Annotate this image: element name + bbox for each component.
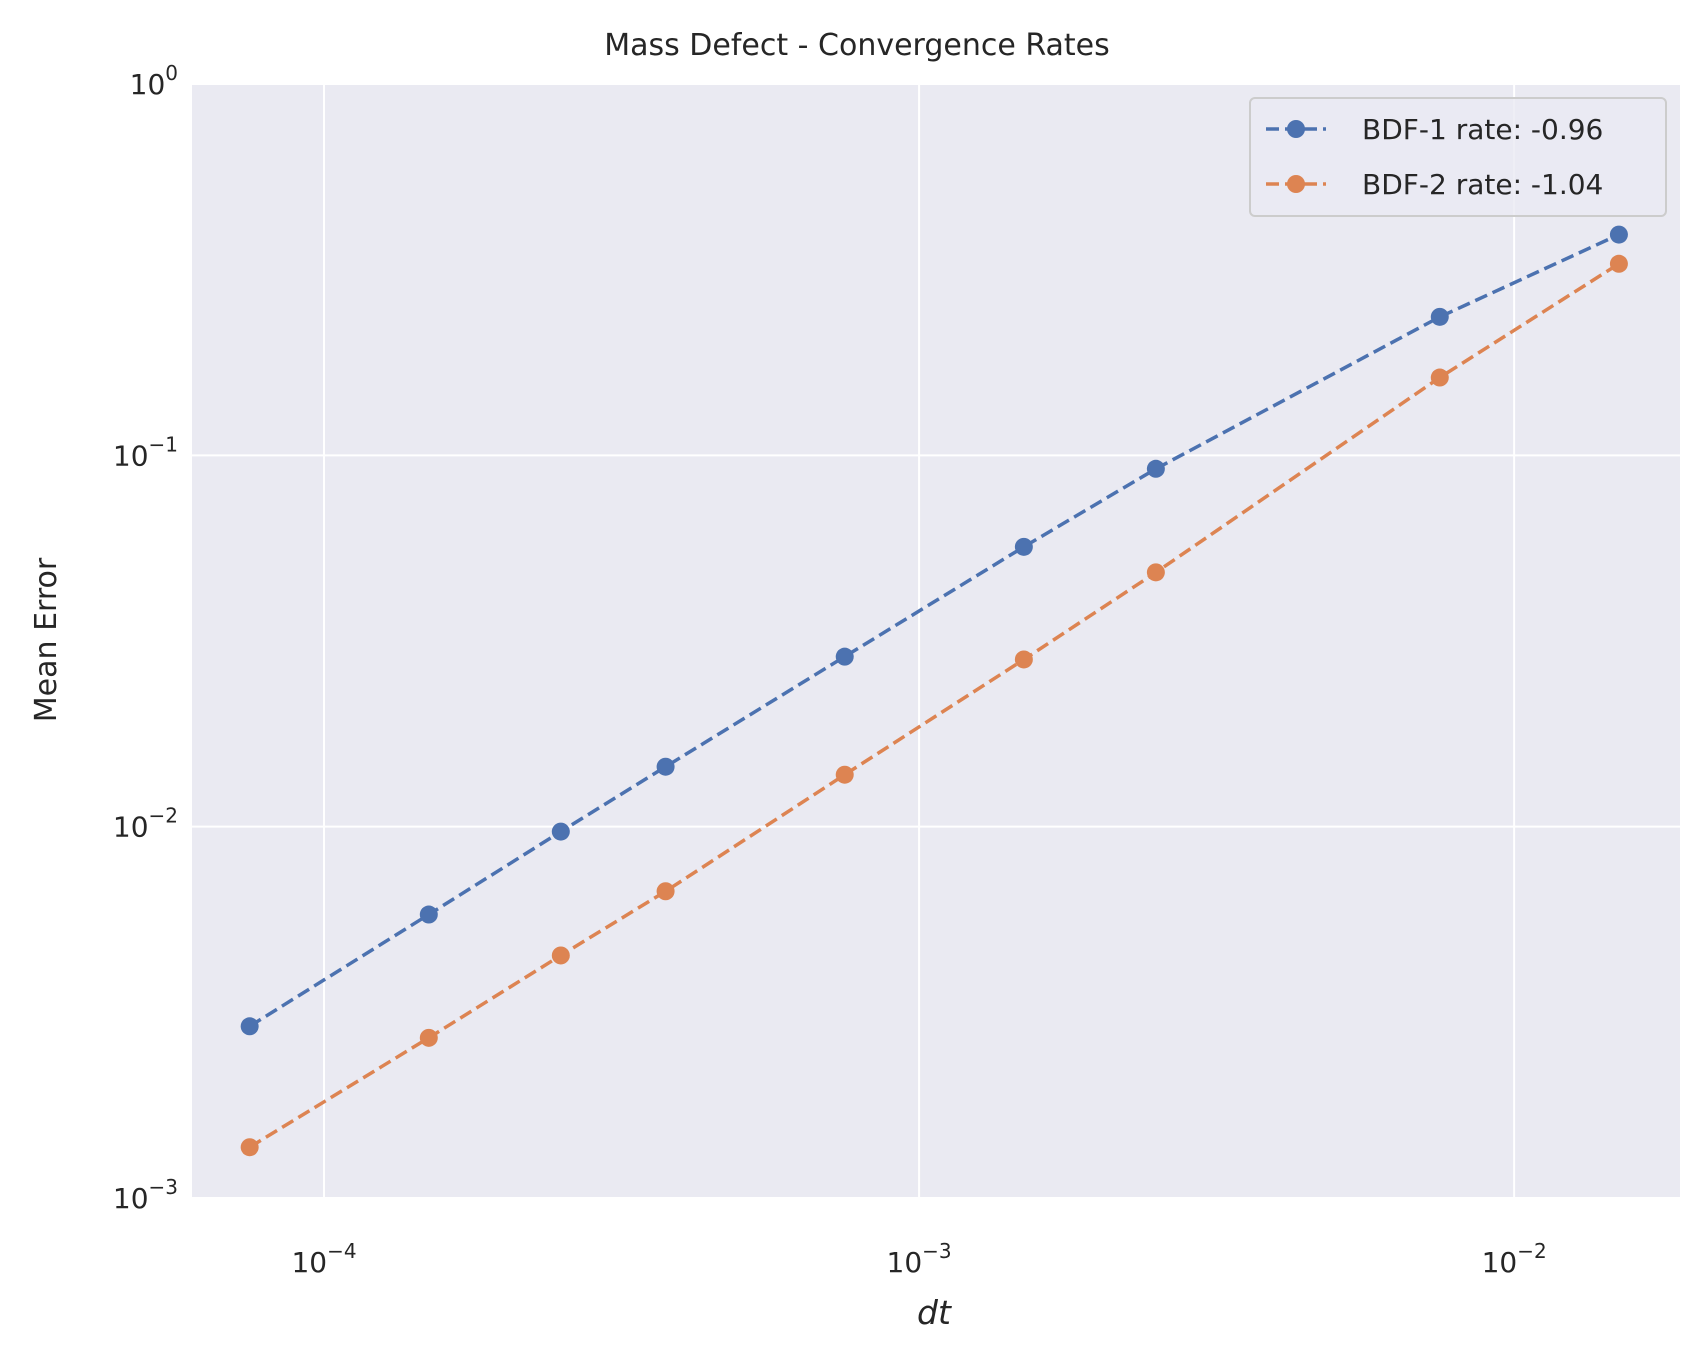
data-point [419, 905, 438, 924]
x-tick-label: 10−4 [291, 1239, 356, 1279]
series-line [248, 262, 1620, 1149]
tick-exponent: −2 [149, 804, 178, 828]
series-line [248, 233, 1620, 1028]
legend-label: BDF-2 rate: -1.04 [1362, 168, 1603, 201]
tick-base: 10 [1482, 1246, 1518, 1279]
data-point [1014, 650, 1033, 669]
x-axis-label: dt [917, 1293, 952, 1332]
legend-label: BDF-1 rate: -0.96 [1362, 113, 1603, 146]
data-point [1430, 368, 1449, 387]
tick-base: 10 [113, 1182, 149, 1215]
tick-base: 10 [887, 1246, 923, 1279]
tick-exponent: 0 [165, 61, 178, 85]
legend-swatch-marker [1287, 175, 1305, 193]
data-point [835, 765, 854, 784]
tick-exponent: −2 [1517, 1239, 1546, 1263]
tick-base: 10 [291, 1246, 327, 1279]
data-point [419, 1028, 438, 1047]
tick-base: 10 [113, 811, 149, 844]
data-point [1146, 459, 1165, 478]
legend-swatch-marker [1287, 120, 1305, 138]
data-point [240, 1138, 259, 1157]
data-point [551, 822, 570, 841]
x-axis-ticks: 10−4 10−3 10−2 [291, 1239, 1546, 1279]
legend-box [1249, 97, 1667, 217]
tick-exponent: −1 [149, 432, 178, 456]
legend: BDF-1 rate: -0.96 BDF-2 rate: -1.04 [1249, 97, 1667, 217]
x-tick-label: 10−2 [1482, 1239, 1547, 1279]
data-point [1430, 307, 1449, 326]
y-axis-label: Mean Error [29, 557, 64, 722]
y-tick-label: 10−3 [113, 1175, 178, 1215]
series-layer [240, 225, 1628, 1157]
data-point [1146, 563, 1165, 582]
series-1 [240, 225, 1628, 1036]
tick-exponent: −3 [149, 1175, 178, 1199]
data-point [1014, 537, 1033, 556]
data-point [240, 1017, 259, 1036]
data-point [656, 882, 675, 901]
x-tick-label: 10−3 [887, 1239, 952, 1279]
data-point [1609, 254, 1628, 273]
data-point [1609, 225, 1628, 244]
series-2 [240, 254, 1628, 1157]
data-point [551, 946, 570, 965]
y-tick-label: 10−1 [113, 432, 178, 472]
tick-base: 10 [113, 439, 149, 472]
y-tick-label: 10−2 [113, 804, 178, 844]
tick-exponent: −4 [327, 1239, 356, 1263]
tick-base: 10 [130, 68, 166, 101]
data-point [835, 647, 854, 666]
tick-exponent: −3 [922, 1239, 951, 1263]
plot-area [192, 83, 1680, 1199]
chart-title: Mass Defect - Convergence Rates [604, 28, 1110, 63]
data-point [656, 757, 675, 776]
axes-background [192, 84, 1680, 1198]
y-tick-label: 100 [130, 61, 178, 101]
